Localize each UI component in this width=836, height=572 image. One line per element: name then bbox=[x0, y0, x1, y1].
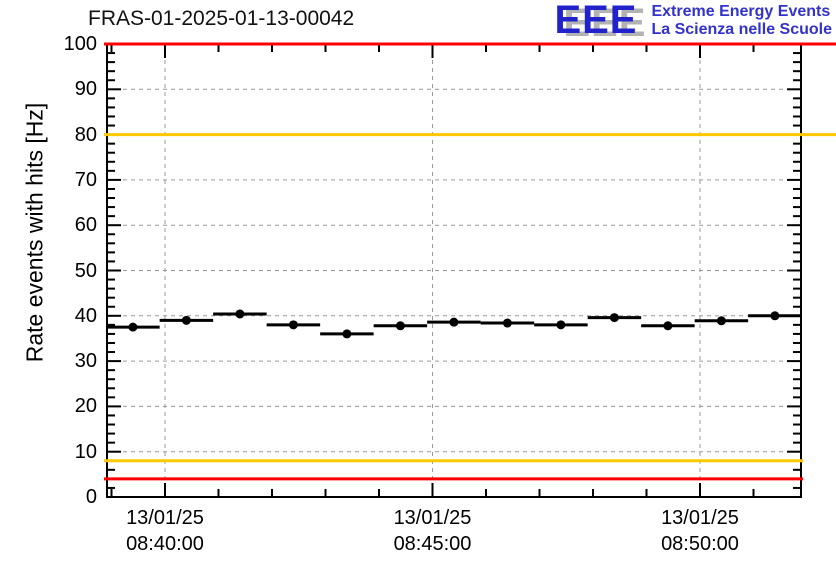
data-point bbox=[502, 318, 512, 328]
x-tick-time: 08:40:00 bbox=[126, 533, 204, 555]
y-tick-label: 10 bbox=[74, 440, 97, 463]
y-tick-label: 50 bbox=[74, 259, 97, 282]
x-tick-label: 13/01/25 08:40:00 bbox=[95, 505, 235, 557]
data-point bbox=[235, 309, 245, 319]
x-tick-label: 13/01/25 08:50:00 bbox=[630, 505, 770, 557]
y-tick-label: 20 bbox=[74, 395, 97, 418]
y-tick-label: 90 bbox=[74, 78, 97, 101]
data-point bbox=[770, 311, 780, 321]
y-tick-label: 60 bbox=[74, 214, 97, 237]
x-tick-time: 08:50:00 bbox=[661, 533, 739, 555]
y-tick-label: 40 bbox=[74, 304, 97, 327]
y-tick-label: 0 bbox=[85, 486, 97, 508]
eee-logo-text: Extreme Energy Events La Scienza nelle S… bbox=[651, 1, 832, 39]
data-point bbox=[663, 321, 673, 331]
y-tick-label: 30 bbox=[74, 350, 97, 373]
data-point bbox=[556, 320, 566, 330]
x-tick-label: 13/01/25 08:45:00 bbox=[363, 505, 503, 557]
x-tick-date: 13/01/25 bbox=[393, 507, 472, 529]
eee-logo-acronym: EEE bbox=[554, 0, 638, 42]
eee-logo: EEE Extreme Energy Events La Scienza nel… bbox=[554, 0, 832, 42]
y-tick-label: 80 bbox=[74, 123, 97, 146]
plot-title: FRAS-01-2025-01-13-00042 bbox=[88, 7, 355, 30]
eee-logo-line1: Extreme Energy Events bbox=[651, 3, 831, 20]
eee-logo-line2: La Scienza nelle Scuole bbox=[651, 21, 832, 38]
data-point bbox=[716, 316, 726, 326]
data-point bbox=[288, 320, 298, 330]
x-tick-time: 08:45:00 bbox=[393, 533, 472, 555]
data-point bbox=[609, 313, 619, 323]
data-point bbox=[342, 329, 352, 339]
y-tick-label: 100 bbox=[63, 33, 97, 55]
x-tick-date: 13/01/25 bbox=[661, 507, 739, 529]
data-point bbox=[449, 317, 459, 327]
data-point bbox=[181, 315, 191, 325]
data-point bbox=[128, 322, 138, 332]
data-point bbox=[395, 321, 405, 331]
x-tick-date: 13/01/25 bbox=[126, 507, 204, 529]
y-tick-label: 70 bbox=[74, 168, 97, 191]
